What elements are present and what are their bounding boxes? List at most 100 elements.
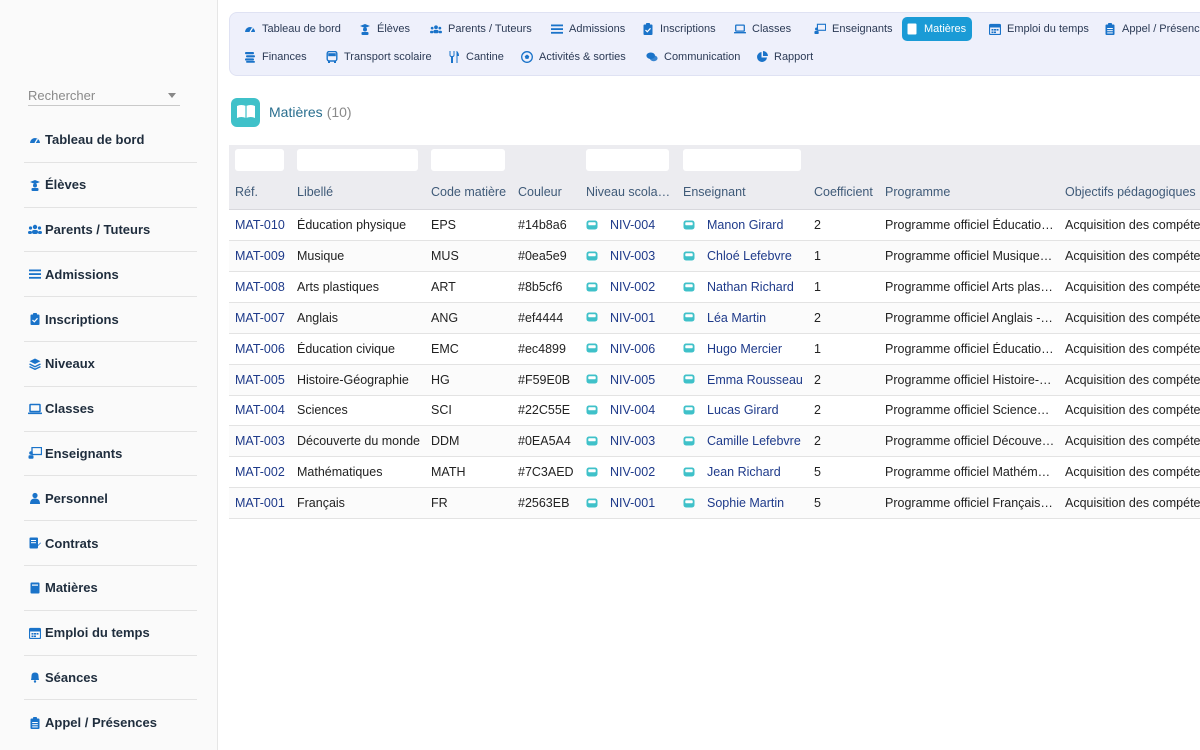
filter-enseignant-input[interactable] (683, 149, 801, 171)
sidebar-item-person[interactable]: Personnel (24, 476, 197, 522)
sidebar-item-calendar[interactable]: Emploi du temps (24, 611, 197, 656)
filter-code-input[interactable] (431, 149, 505, 171)
sidebar-item-layers[interactable]: Niveaux (24, 342, 197, 387)
teacher-icon (28, 446, 42, 460)
filter-ref-input[interactable] (235, 149, 284, 171)
cell-niveau[interactable]: NIV-003 (586, 434, 676, 448)
cell-enseignant[interactable]: Emma Rousseau (683, 373, 808, 387)
chevron-down-icon[interactable] (168, 93, 176, 98)
sidebar-item-dashboard[interactable]: Tableau de bord (24, 118, 197, 163)
cell-ref[interactable]: MAT-008 (235, 279, 285, 294)
column-header[interactable]: Réf. (235, 185, 258, 199)
cell-libelle: Éducation physique (297, 218, 407, 232)
tab-dashboard[interactable]: Tableau de bord (240, 17, 347, 41)
column-header[interactable]: Coefficient (814, 185, 873, 199)
sidebar-item-users[interactable]: Parents / Tuteurs (24, 208, 197, 253)
cell-ref[interactable]: MAT-010 (235, 218, 285, 232)
cell-enseignant[interactable]: Camille Lefebvre (683, 434, 808, 448)
cell-couleur: #2563EB (518, 496, 570, 511)
cell-couleur: #ef4444 (518, 310, 564, 325)
table-row[interactable]: MAT-001 Français FR #2563EB NIV-001 Sophie Ma… (229, 488, 1200, 520)
table-row[interactable]: MAT-003 Découverte du monde DDM #0EA5A4 NIV-… (229, 426, 1200, 458)
table-row[interactable]: MAT-006 Éducation civique EMC #ec4899 NIV-00… (229, 334, 1200, 365)
column-header[interactable]: Code matière (431, 185, 507, 199)
tab-clipboard-check[interactable]: Appel / Présence (1100, 17, 1200, 41)
sidebar-item-student[interactable]: Élèves (24, 163, 197, 208)
table-row[interactable]: MAT-009 Musique MUS #0ea5e9 NIV-003 Chloé Lef… (229, 240, 1200, 272)
cell-ref[interactable]: MAT-003 (235, 434, 285, 449)
table-row[interactable]: MAT-007 Anglais ANG #ef4444 NIV-001 Léa Marti… (229, 302, 1200, 334)
cell-niveau[interactable]: NIV-002 (586, 280, 676, 294)
cell-objectifs: Acquisition des compéter (1065, 341, 1200, 356)
sidebar-item-bell[interactable]: Séances (24, 656, 197, 701)
cell-enseignant[interactable]: Manon Girard (683, 218, 808, 232)
sidebar-item-label: Emploi du temps (45, 625, 150, 641)
bus-chip-icon (683, 436, 695, 446)
cell-niveau[interactable]: NIV-002 (586, 465, 676, 479)
cell-niveau[interactable]: NIV-001 (586, 311, 676, 325)
table-row[interactable]: MAT-010 Éducation physique EPS #14b8a6 NIV-0… (229, 210, 1200, 241)
cell-niveau[interactable]: NIV-004 (586, 403, 676, 417)
tab-ball[interactable]: Activités & sorties (517, 45, 632, 69)
tab-student[interactable]: Élèves (355, 17, 416, 41)
cell-enseignant[interactable]: Sophie Martin (683, 496, 808, 510)
column-header[interactable]: Libellé (297, 185, 334, 199)
sidebar-item-teacher[interactable]: Enseignants (24, 432, 197, 477)
filter-niveau-input[interactable] (586, 149, 669, 171)
sidebar-item-clipboard[interactable]: Inscriptions (24, 297, 197, 342)
cell-ref[interactable]: MAT-007 (235, 310, 285, 325)
cell-ref[interactable]: MAT-009 (235, 248, 285, 263)
cell-enseignant[interactable]: Hugo Mercier (683, 342, 808, 356)
column-header[interactable]: Couleur (518, 185, 562, 199)
tab-cutlery[interactable]: Cantine (444, 45, 510, 69)
column-header[interactable]: Niveau scola… (586, 185, 671, 199)
search-select[interactable]: Rechercher (28, 86, 180, 106)
cell-objectifs: Acquisition des compéter (1065, 248, 1200, 263)
table-row[interactable]: MAT-005 Histoire-Géographie HG #F59E0B NIV-0… (229, 364, 1200, 396)
filter-libelle-input[interactable] (297, 149, 418, 171)
sidebar-item-book[interactable]: Matières (24, 566, 197, 611)
cell-niveau[interactable]: NIV-006 (586, 342, 676, 356)
tab-pie-chart[interactable]: Rapport (752, 45, 819, 69)
cell-niveau[interactable]: NIV-005 (586, 373, 676, 387)
cell-enseignant[interactable]: Léa Martin (683, 311, 808, 325)
sidebar-item-laptop[interactable]: Classes (24, 387, 197, 432)
cell-enseignant[interactable]: Lucas Girard (683, 403, 808, 417)
sidebar-item-list[interactable]: Admissions (24, 252, 197, 298)
tab-book[interactable]: Matières (902, 17, 973, 41)
tab-chat[interactable]: Communication (642, 45, 746, 69)
sidebar-item-clipboard-check[interactable]: Appel / Présences (24, 700, 197, 745)
tab-clipboard[interactable]: Inscriptions (638, 17, 722, 41)
cell-ref[interactable]: MAT-001 (235, 496, 285, 511)
cell-niveau[interactable]: NIV-003 (586, 249, 676, 263)
tab-teacher[interactable]: Enseignants (810, 17, 899, 41)
cell-enseignant[interactable]: Jean Richard (683, 465, 808, 479)
cell-ref[interactable]: MAT-006 (235, 341, 285, 356)
column-header[interactable]: Objectifs pédagogiques (1065, 185, 1196, 199)
cell-programme: Programme officiel Mathém… (885, 465, 1051, 480)
table-row[interactable]: MAT-002 Mathématiques MATH #7C3AED NIV-002 Je… (229, 457, 1200, 489)
cell-ref[interactable]: MAT-002 (235, 465, 285, 480)
cutlery-icon (448, 51, 460, 63)
users-icon (430, 23, 442, 35)
column-header[interactable]: Enseignant (683, 185, 746, 199)
cell-enseignant[interactable]: Chloé Lefebvre (683, 249, 808, 263)
cell-ref[interactable]: MAT-004 (235, 403, 285, 418)
tab-list[interactable]: Admissions (547, 17, 631, 41)
tab-calendar[interactable]: Emploi du temps (985, 17, 1095, 41)
tab-coins[interactable]: Finances (240, 45, 313, 69)
cell-niveau[interactable]: NIV-001 (586, 496, 676, 510)
table-row[interactable]: MAT-004 Sciences SCI #22C55E NIV-004 Lucas Gi… (229, 395, 1200, 427)
tab-laptop[interactable]: Classes (730, 17, 797, 41)
column-header[interactable]: Programme (885, 185, 951, 199)
cell-niveau-text: NIV-005 (610, 372, 656, 387)
table-row[interactable]: MAT-008 Arts plastiques ART #8b5cf6 NIV-002 N… (229, 272, 1200, 303)
users-icon (28, 222, 42, 236)
cell-coef: 5 (814, 496, 821, 511)
tab-users[interactable]: Parents / Tuteurs (426, 17, 538, 41)
sidebar-item-contract[interactable]: Contrats (24, 521, 197, 566)
cell-enseignant[interactable]: Nathan Richard (683, 280, 808, 294)
tab-bus[interactable]: Transport scolaire (322, 45, 438, 69)
cell-ref[interactable]: MAT-005 (235, 372, 285, 387)
cell-niveau[interactable]: NIV-004 (586, 218, 676, 232)
